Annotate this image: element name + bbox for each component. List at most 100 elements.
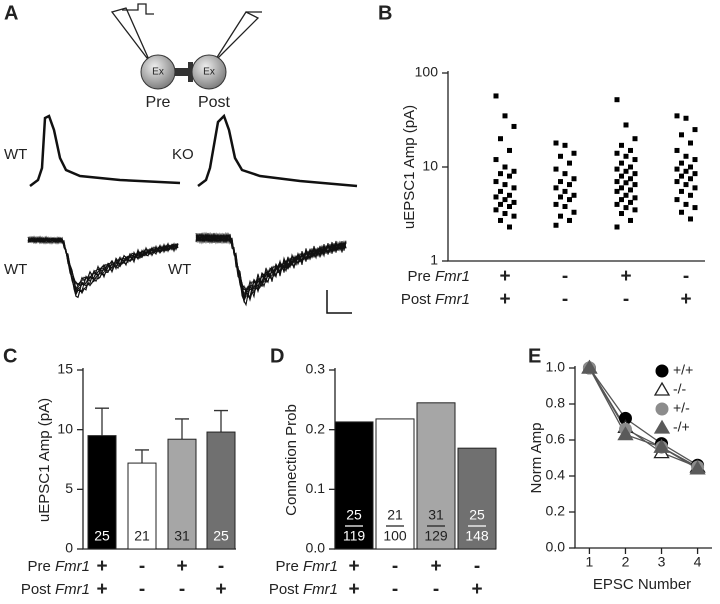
point [628,147,633,153]
y-tick-label: 0.0 [546,539,566,555]
legend-marker [653,419,671,434]
point [502,164,508,170]
n-numerator: 21 [387,507,403,523]
point [614,201,620,207]
point [553,222,559,228]
genotype-sign: - [392,556,398,577]
point [679,188,684,194]
n-denominator: 129 [424,528,448,544]
point [571,176,577,182]
genotype-sign: - [218,556,224,577]
trace-label: WT [4,146,27,163]
x-tick-label: 4 [694,554,702,570]
cell-label: Ex [203,67,215,78]
panel-letter: C [3,345,17,367]
point [507,224,512,230]
point [558,194,563,200]
point [553,185,559,191]
trace [29,114,181,187]
genotype-prefix: Pre [27,558,50,575]
y-tick-label: 0.4 [546,467,566,483]
point [688,192,693,198]
point [692,185,698,191]
genotype-gene: Fmr1 [55,581,90,598]
point [628,187,633,193]
legend-label: -/- [673,381,687,397]
x-axis-label: EPSC Number [593,576,691,593]
point [679,173,684,179]
genotype-gene: Fmr1 [55,558,90,575]
point [683,182,689,188]
genotype-sign: + [348,579,359,600]
y-tick-label: 0 [65,540,73,556]
x-tick-label: 1 [586,554,594,570]
genotype-sign: - [562,266,568,287]
point [688,216,693,222]
error-bar [135,449,149,464]
point [619,211,624,217]
genotype-sign: + [215,579,226,600]
bar [167,438,197,550]
genotype-gene: Fmr1 [303,558,338,575]
genotype-sign: + [499,289,510,310]
point [674,147,680,153]
genotype-sign: + [620,266,631,287]
point [571,150,577,156]
error-bar [95,407,109,436]
point [562,171,568,177]
point [689,460,706,475]
genotype-sign: - [433,579,439,600]
point [683,115,689,121]
genotype-sign: + [471,579,482,600]
point [614,166,620,172]
point [581,359,598,374]
point [688,164,693,170]
point [674,166,680,172]
y-axis-label: Norm Amp [528,423,545,494]
point [619,142,624,148]
genotype-sign: + [348,556,359,577]
panel-letter: B [378,2,392,24]
schematic [110,3,262,90]
point [498,217,503,223]
point [493,93,499,99]
bar [416,402,456,550]
y-axis-label: uEPSC1 Amp (pA) [36,398,53,522]
point [683,201,689,207]
point [558,153,563,159]
trace-label: KO [172,146,194,163]
genotype-sign: + [96,579,107,600]
sweep [27,235,179,289]
sweep [27,236,179,285]
point [632,207,638,213]
point [623,168,629,174]
point [619,197,624,203]
point [632,195,638,201]
genotype-label: Pre Fmr1 [275,558,338,575]
y-tick-label: 0.8 [546,395,566,411]
point [688,140,693,146]
point [683,153,689,159]
pre-label: Pre [146,94,171,111]
genotype-gene: Fmr1 [303,581,338,598]
genotype-prefix: Post [401,291,432,308]
point [562,188,568,194]
point [511,168,517,174]
point [493,207,499,213]
legend-label: -/+ [673,419,690,435]
y-tick-label: 0.2 [306,420,326,436]
y-tick-label: 0.0 [306,540,326,556]
point [562,204,568,210]
point [632,157,638,163]
point [632,171,638,177]
point [679,132,684,138]
trace-label: WT [168,261,191,278]
n-label: 25 [213,528,229,544]
bar [206,431,236,550]
sweep [195,232,347,306]
genotype-sign: - [683,266,689,287]
point [628,199,633,205]
genotype-gene: Fmr1 [435,291,470,308]
genotype-label: Pre Fmr1 [27,558,90,575]
